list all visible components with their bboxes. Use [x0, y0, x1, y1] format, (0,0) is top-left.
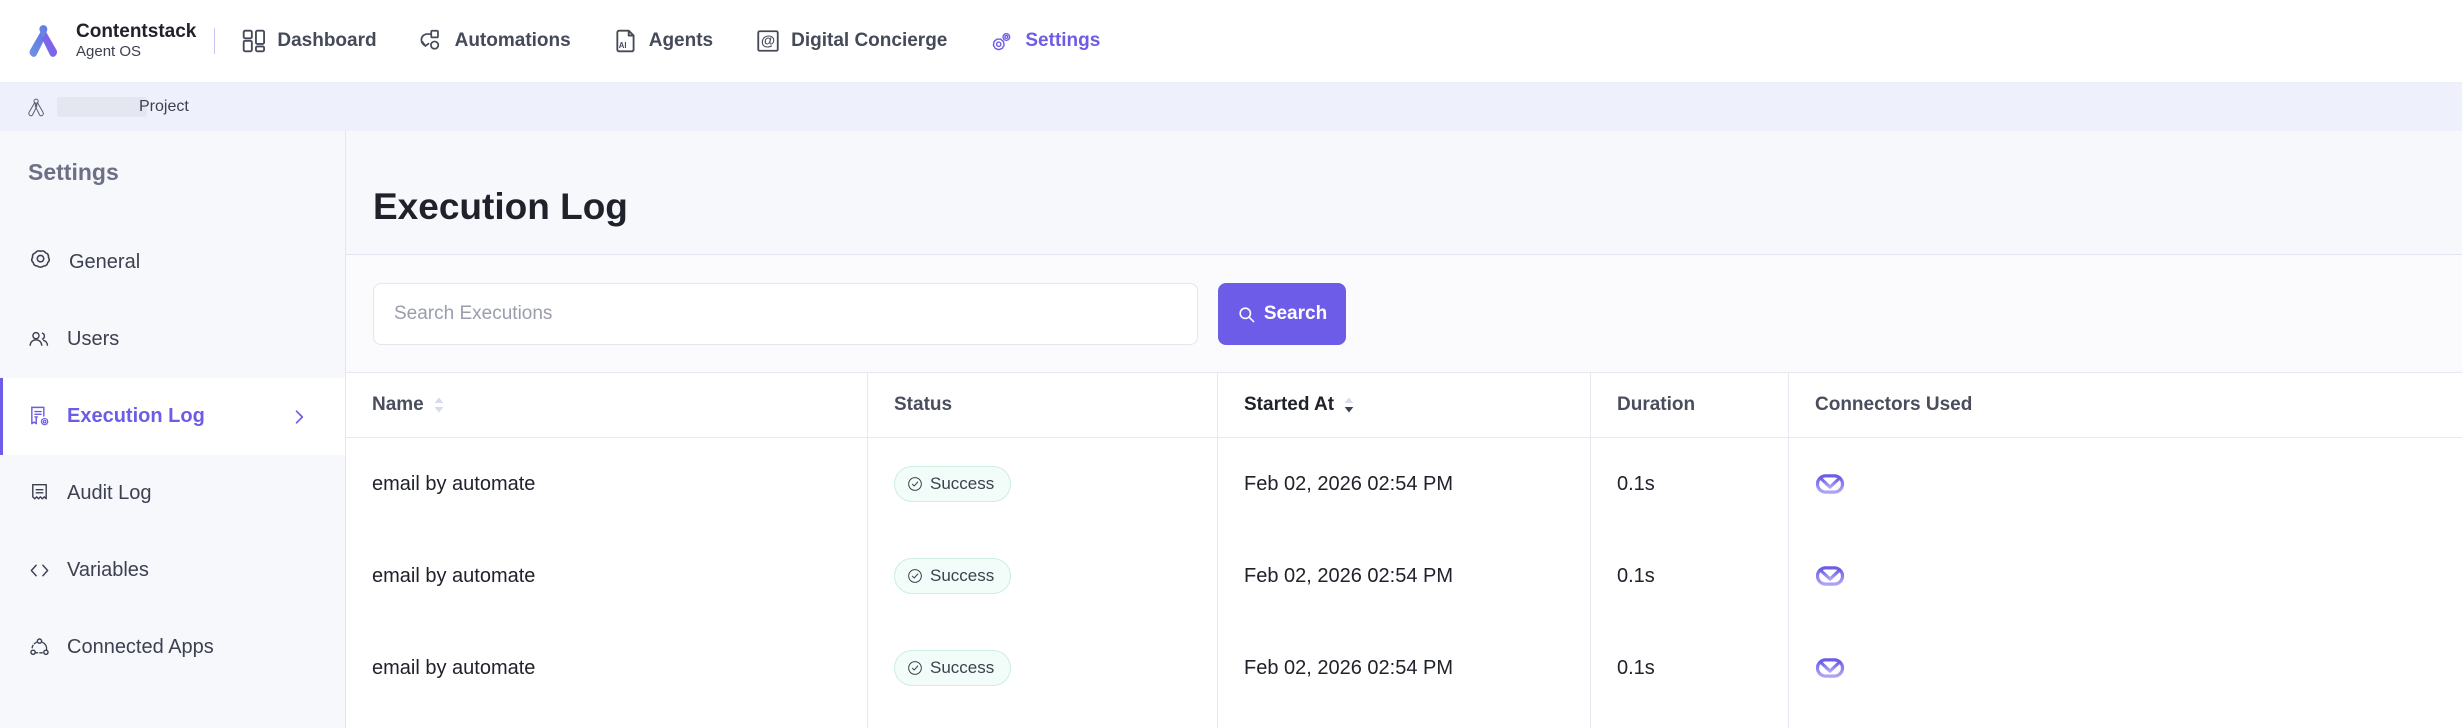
svg-text:@: @ [761, 34, 775, 50]
svg-text:AI: AI [618, 41, 626, 50]
